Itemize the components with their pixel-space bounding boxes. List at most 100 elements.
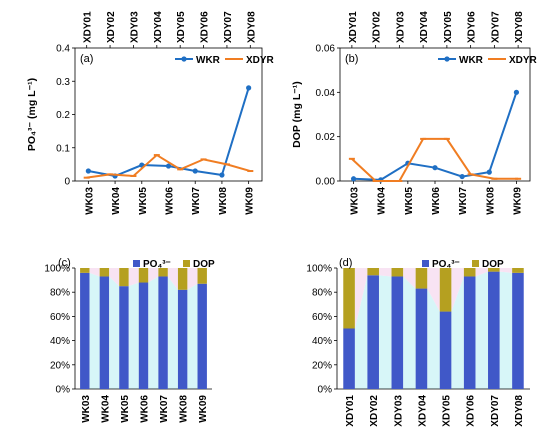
- y-tick-label: 0%: [56, 385, 71, 396]
- x-tick-label-bottom: WK09: [245, 187, 256, 215]
- x-tick-label-top: XDY06: [200, 11, 211, 43]
- y-tick-label: 20%: [50, 360, 70, 371]
- x-tick-label: WK03: [81, 395, 92, 423]
- y-tick-label: 0.06: [316, 44, 336, 55]
- x-tick-label-top: XDY06: [467, 11, 478, 43]
- x-tick-label-top: XDY08: [514, 11, 525, 43]
- series-band-dop: [451, 268, 464, 312]
- series-band-dop: [354, 268, 368, 329]
- series-band-po4: [354, 275, 368, 389]
- x-tick-label-bottom: WK04: [377, 187, 388, 215]
- data-point-wkr: [432, 165, 438, 171]
- bar-po4: [197, 283, 207, 389]
- x-tick-label-top: XDY03: [395, 11, 406, 43]
- y-axis-label: DOP (mg L⁻¹): [291, 81, 303, 148]
- legend-label: DOP: [193, 259, 215, 270]
- bar-dop: [119, 268, 129, 287]
- bar-po4: [391, 276, 404, 389]
- legend-swatch: [472, 260, 479, 267]
- bar-panel-c: 0% 20% 40% 60% 80% 100% WK03 WK04 WK05 WK06 WK07 WK…: [44, 257, 215, 423]
- y-tick-label: 40%: [312, 336, 332, 347]
- bar-panel-d: 0% 20% 40% 60% 80% 100% XDY01 XDY02 XDY03 XDY04 XD…: [306, 257, 530, 427]
- x-tick-label-top: XDY02: [106, 11, 117, 43]
- y-tick-label: 80%: [312, 288, 332, 299]
- bar-dop: [488, 268, 500, 272]
- bar-po4: [158, 276, 168, 389]
- x-tick-label-top: XDY01: [83, 11, 94, 43]
- legend-marker: [181, 56, 187, 62]
- data-point-wkr: [219, 172, 225, 178]
- x-tick-label-top: XDY04: [419, 11, 430, 43]
- series-band-dop: [187, 268, 198, 290]
- series-band-po4: [89, 272, 100, 389]
- bar-po4: [177, 289, 188, 389]
- series-band-dop: [378, 268, 392, 277]
- series-band-dop: [427, 268, 440, 312]
- bar-po4: [119, 286, 129, 389]
- x-tick-label-bottom: WK04: [111, 187, 122, 215]
- series-band-dop: [128, 268, 139, 287]
- y-tick-label: 0.4: [56, 44, 70, 55]
- series-band-dop: [403, 268, 416, 289]
- panel-label: (c): [58, 257, 71, 269]
- bar-po4: [367, 275, 379, 389]
- x-tick-label: WK05: [120, 395, 131, 423]
- y-tick-label: 0%: [318, 385, 333, 396]
- x-tick-label-bottom: WK03: [84, 187, 95, 215]
- series-band-dop: [475, 268, 489, 277]
- x-tick-label-bottom: WK08: [485, 187, 496, 215]
- y-tick-label: 0.2: [56, 110, 70, 121]
- bar-dop: [391, 268, 404, 277]
- x-tick-label-top: XDY03: [129, 11, 140, 43]
- y-tick-label: 20%: [312, 360, 332, 371]
- bar-po4: [439, 311, 452, 389]
- bar-dop: [138, 268, 149, 283]
- x-tick-label-top: XDY05: [176, 11, 187, 43]
- data-point-wkr: [85, 168, 91, 174]
- y-tick-label: 0.00: [316, 177, 336, 188]
- x-tick-label: WK04: [100, 395, 111, 423]
- x-tick-label-top: XDY07: [490, 11, 501, 43]
- x-tick-label: WK06: [140, 395, 151, 423]
- series-band-dop: [499, 268, 513, 273]
- y-tick-label: 100%: [44, 264, 70, 275]
- y-tick-label: 0: [64, 177, 70, 188]
- legend-label: DOP: [482, 259, 504, 270]
- y-tick-label: 0.02: [316, 132, 336, 143]
- bar-po4: [512, 272, 524, 389]
- x-tick-label: XDY04: [417, 395, 428, 427]
- series-band-po4: [167, 276, 178, 389]
- legend-marker: [444, 56, 450, 62]
- panel-label: (b): [345, 53, 358, 65]
- bar-dop: [463, 268, 476, 277]
- y-tick-label: 60%: [312, 312, 332, 323]
- series-band-po4: [451, 276, 464, 389]
- x-tick-label-top: XDY01: [348, 11, 359, 43]
- x-tick-label-top: XDY04: [153, 11, 164, 43]
- bar-po4: [343, 328, 355, 389]
- data-point-wkr: [459, 173, 465, 180]
- x-tick-label: XDY02: [369, 395, 380, 427]
- bar-dop: [177, 268, 188, 290]
- series-band-po4: [128, 282, 139, 389]
- x-tick-label-top: XDY02: [372, 11, 383, 43]
- legend-label: XDYR: [246, 55, 275, 66]
- series-band-dop: [148, 268, 159, 283]
- x-tick-label-bottom: WK05: [404, 187, 415, 215]
- x-tick-label: XDY08: [514, 395, 525, 427]
- bar-dop: [512, 268, 524, 273]
- bar-dop: [367, 268, 379, 276]
- data-point-wkr: [513, 89, 520, 95]
- panel-label: (d): [339, 257, 352, 269]
- series-line-xdyr: [86, 153, 251, 179]
- x-tick-label-bottom: WK06: [431, 187, 442, 215]
- data-point-wkr: [350, 176, 357, 182]
- bar-dop: [99, 268, 110, 277]
- legend-label: PO₄³⁻: [143, 259, 171, 270]
- legend-label: XDYR: [509, 55, 538, 66]
- series-band-po4: [427, 288, 440, 389]
- y-tick-label: 100%: [306, 264, 332, 275]
- y-tick-label: 40%: [50, 336, 70, 347]
- y-tick-label: 80%: [50, 288, 70, 299]
